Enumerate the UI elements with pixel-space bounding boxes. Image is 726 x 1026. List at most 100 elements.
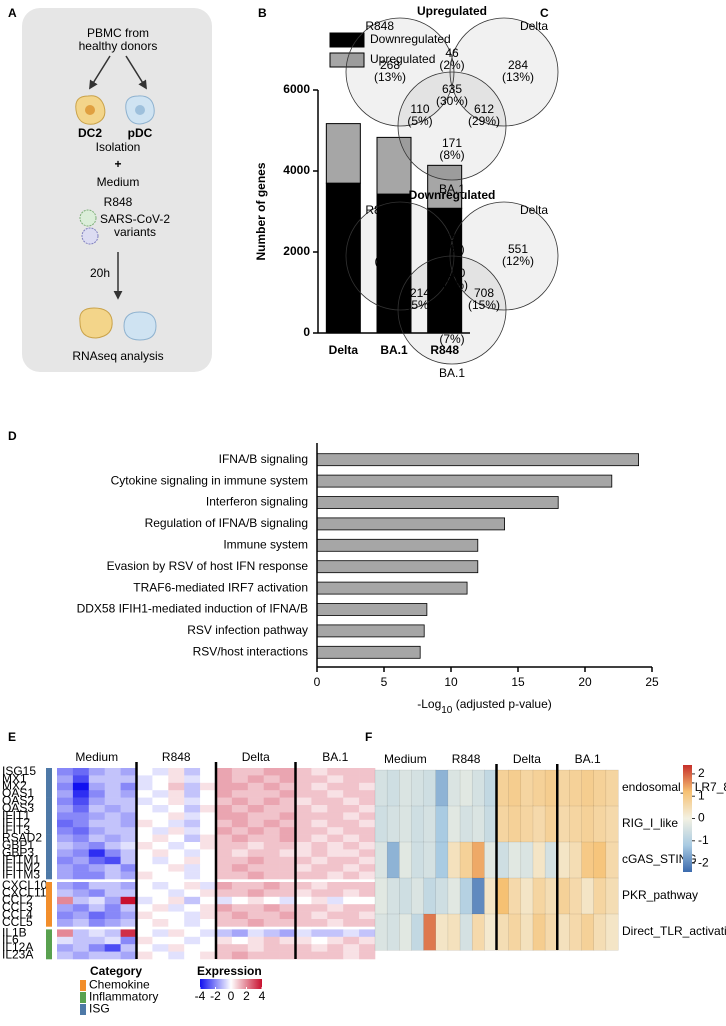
heatmap-cell xyxy=(136,911,153,920)
heatmap-cell xyxy=(72,768,90,776)
panel-label: E xyxy=(8,730,16,744)
heatmap-cell xyxy=(168,904,185,912)
heatmap-cell xyxy=(327,819,344,828)
heatmap-cell xyxy=(343,834,360,843)
category-bar xyxy=(46,790,52,798)
heatmap-cell xyxy=(343,856,360,865)
heatmap-cell xyxy=(88,919,105,927)
heatmap-cell xyxy=(72,797,90,806)
bar-segment xyxy=(325,182,361,334)
heatmap-cell xyxy=(593,913,607,951)
legend-label: Inflammatory xyxy=(89,990,158,1004)
heatmap-cell xyxy=(200,790,217,798)
heatmap-cell xyxy=(104,864,121,872)
heatmap-cell xyxy=(88,827,105,835)
heatmap-cell xyxy=(263,911,280,920)
heatmap-cell xyxy=(327,936,344,945)
venn-title: Upregulated xyxy=(417,4,487,18)
heatmap-cell xyxy=(423,913,437,951)
heatmap-cell xyxy=(216,929,233,938)
heatmap-cell xyxy=(120,842,137,850)
heatmap-cell xyxy=(605,805,619,843)
heatmap-cell xyxy=(152,834,169,843)
heatmap-cell xyxy=(343,790,360,798)
heatmap-cell xyxy=(279,919,296,927)
heatmap-cell xyxy=(279,768,296,776)
region-count: 171 xyxy=(442,136,462,150)
heatmap-cell xyxy=(120,819,137,828)
region-percent: (5%) xyxy=(407,298,432,312)
heatmap-cell xyxy=(104,911,121,920)
row-label: CCL4 xyxy=(2,907,33,921)
heatmap-cell xyxy=(168,871,185,880)
heatmap-cell xyxy=(120,936,137,945)
heatmap-cell xyxy=(104,790,121,798)
heatmap-cell xyxy=(247,790,264,798)
colorbar-tick-label: -4 xyxy=(195,989,206,1003)
heatmap-cell xyxy=(386,841,400,879)
heatmap-cell xyxy=(263,864,280,872)
heatmap-cell xyxy=(343,919,360,927)
heatmap-cell xyxy=(544,769,558,807)
region-count: 551 xyxy=(508,242,528,256)
heatmap-cell xyxy=(168,929,185,938)
heatmap-cell xyxy=(72,896,90,905)
category-bar xyxy=(46,871,52,880)
heatmap-cell xyxy=(152,842,169,850)
heatmap-cell xyxy=(359,790,376,798)
heatmap-cell xyxy=(311,856,328,865)
colorbar-tick-label: 0 xyxy=(228,989,235,1003)
row-label: RSAD2 xyxy=(2,830,42,844)
heatmap-cell xyxy=(88,904,105,912)
heatmap-cell xyxy=(593,805,607,843)
legend-swatch xyxy=(80,992,86,1003)
heatmap-cell xyxy=(72,911,90,920)
heatmap-cell xyxy=(168,882,185,890)
heatmap-cell xyxy=(136,856,153,865)
heatmap-cell xyxy=(184,849,201,858)
heatmap-cell xyxy=(57,929,74,938)
heatmap-cell xyxy=(216,951,233,960)
heatmap-cell xyxy=(263,790,280,798)
heatmap-cell xyxy=(279,896,296,905)
heatmap-cell xyxy=(411,841,425,879)
heatmap-cell xyxy=(279,790,296,798)
heatmap-cell xyxy=(231,944,249,952)
heatmap-cell xyxy=(581,913,595,951)
group-label: Medium xyxy=(75,750,118,764)
category-bar xyxy=(46,856,52,865)
bar xyxy=(316,538,479,552)
heatmap-cell xyxy=(231,768,249,776)
heatmap-cell xyxy=(247,849,264,858)
heatmap-cell xyxy=(471,913,485,951)
heatmap-cell xyxy=(120,889,137,898)
heatmap-cell xyxy=(295,790,312,798)
heatmap-cell xyxy=(216,919,233,927)
heatmap-cell xyxy=(359,951,376,960)
heatmap-cell xyxy=(311,951,328,960)
heatmap-cell xyxy=(104,856,121,865)
heatmap-cell xyxy=(57,834,74,843)
heatmap-cell xyxy=(484,805,498,843)
heatmap-cell xyxy=(343,882,360,890)
heatmap-cell xyxy=(120,871,137,880)
region-percent: (2%) xyxy=(439,58,464,72)
heatmap-cell xyxy=(57,951,74,960)
heatmap-cell xyxy=(136,834,153,843)
heatmap-cell xyxy=(57,896,74,905)
bar xyxy=(316,645,421,659)
analysis-text: RNAseq analysis xyxy=(72,349,163,363)
panel-label: C xyxy=(540,6,549,20)
group-label: R848 xyxy=(452,752,481,766)
heatmap-cell xyxy=(168,819,185,828)
heatmap-cell xyxy=(447,877,461,915)
category-label: TRAF6-mediated IRF7 activation xyxy=(133,580,308,594)
heatmap-cell xyxy=(184,882,201,890)
heatmap-cell xyxy=(327,812,344,821)
heatmap-cell xyxy=(200,911,217,920)
heatmap-cell xyxy=(544,805,558,843)
heatmap-cell xyxy=(532,841,546,879)
heatmap-cell xyxy=(247,919,264,927)
heatmap-cell xyxy=(343,911,360,920)
